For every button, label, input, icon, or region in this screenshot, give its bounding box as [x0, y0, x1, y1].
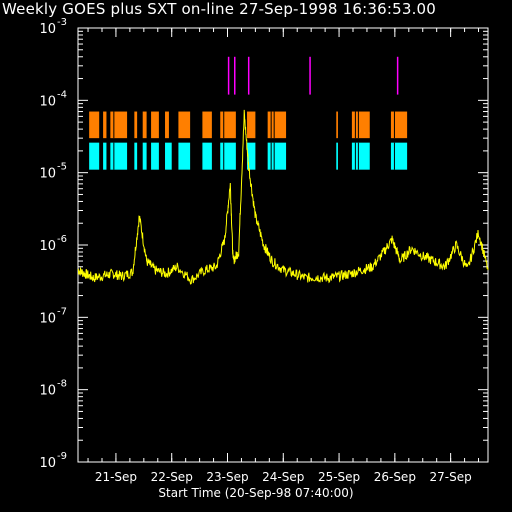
sxt-coverage-bands: [89, 111, 408, 170]
y-tick-label: 10: [39, 384, 56, 399]
orange-coverage-bar: [267, 111, 287, 139]
orange-coverage-bar: [89, 111, 100, 139]
y-tick-exponent: -8: [57, 379, 67, 390]
cyan-coverage-bar-gap: [113, 142, 115, 170]
cyan-coverage-bar-gap: [393, 142, 395, 170]
cyan-coverage-bar: [134, 142, 138, 170]
y-tick-label: 10: [39, 94, 56, 109]
orange-coverage-bar: [110, 111, 128, 139]
orange-coverage-bar: [220, 111, 236, 139]
cyan-coverage-bar-gap: [273, 142, 275, 170]
y-tick-exponent: -3: [57, 17, 67, 28]
x-tick-label: 21-Sep: [95, 470, 137, 484]
orange-coverage-bar-gap: [113, 111, 115, 139]
cyan-coverage-bar-gap: [357, 142, 359, 170]
chart-title: Weekly GOES plus SXT on-line 27-Sep-1998…: [2, 0, 437, 18]
cyan-coverage-bar: [247, 142, 256, 170]
x-axis: 21-Sep 22-Sep 23-Sep 24-Sep 25-Sep 26-Sep 27-S…: [87, 28, 480, 484]
x-tick-label: 25-Sep: [318, 470, 360, 484]
cyan-coverage-bar: [220, 142, 236, 170]
flux-series: [77, 109, 489, 285]
cyan-coverage-bar: [267, 142, 287, 170]
cyan-coverage-bar: [390, 142, 408, 170]
orange-coverage-bar: [142, 111, 147, 139]
orange-coverage-bar-gap: [223, 111, 225, 139]
orange-coverage-bar: [103, 111, 107, 139]
orange-coverage-bar: [351, 111, 370, 139]
cyan-coverage-bar: [202, 142, 212, 170]
orange-coverage-bar-gap: [357, 111, 359, 139]
x-tick-label: 22-Sep: [151, 470, 193, 484]
orange-coverage-bar-gap: [273, 111, 275, 139]
x-tick-label: 27-Sep: [430, 470, 472, 484]
orange-coverage-bar: [202, 111, 212, 139]
y-tick-label: 10: [39, 22, 56, 37]
orange-coverage-bar: [247, 111, 256, 139]
cyan-coverage-bar: [110, 142, 128, 170]
y-tick-exponent: -6: [57, 234, 67, 245]
flare-markers: [227, 56, 399, 95]
x-tick-label: 26-Sep: [374, 470, 416, 484]
flux-line: [77, 109, 489, 285]
x-axis-label: Start Time (20-Sep-98 07:40:00): [158, 486, 354, 500]
cyan-coverage-bar-gap: [354, 142, 356, 170]
orange-coverage-bar: [178, 111, 191, 139]
y-axis: 10-310-410-510-610-710-810-9: [39, 17, 488, 471]
orange-coverage-bar-gap: [393, 111, 395, 139]
y-tick-exponent: -9: [57, 451, 67, 462]
orange-coverage-bar: [151, 111, 159, 139]
cyan-coverage-bar: [142, 142, 147, 170]
y-tick-label: 10: [39, 311, 56, 326]
cyan-coverage-bar: [336, 142, 338, 170]
cyan-coverage-bar: [165, 142, 172, 170]
cyan-coverage-bar: [351, 142, 370, 170]
orange-coverage-bar: [165, 111, 169, 139]
plot-frame: [77, 27, 489, 463]
orange-coverage-bar: [134, 111, 138, 139]
y-tick-label: 10: [39, 239, 56, 254]
cyan-coverage-bar: [89, 142, 100, 170]
x-tick-label: 23-Sep: [206, 470, 248, 484]
y-tick-exponent: -7: [57, 306, 67, 317]
cyan-coverage-bar: [178, 142, 191, 170]
x-tick-label: 24-Sep: [262, 470, 304, 484]
cyan-coverage-bar: [151, 142, 159, 170]
orange-coverage-bar-gap: [270, 111, 272, 139]
orange-coverage-bar: [336, 111, 338, 139]
cyan-coverage-bar-gap: [270, 142, 272, 170]
cyan-coverage-bar: [103, 142, 107, 170]
orange-coverage-bar: [390, 111, 408, 139]
cyan-coverage-bar-gap: [223, 142, 225, 170]
orange-coverage-bar-gap: [354, 111, 356, 139]
y-tick-exponent: -5: [57, 162, 67, 173]
y-tick-label: 10: [39, 456, 56, 471]
y-tick-label: 10: [39, 167, 56, 182]
y-tick-exponent: -4: [57, 89, 67, 100]
